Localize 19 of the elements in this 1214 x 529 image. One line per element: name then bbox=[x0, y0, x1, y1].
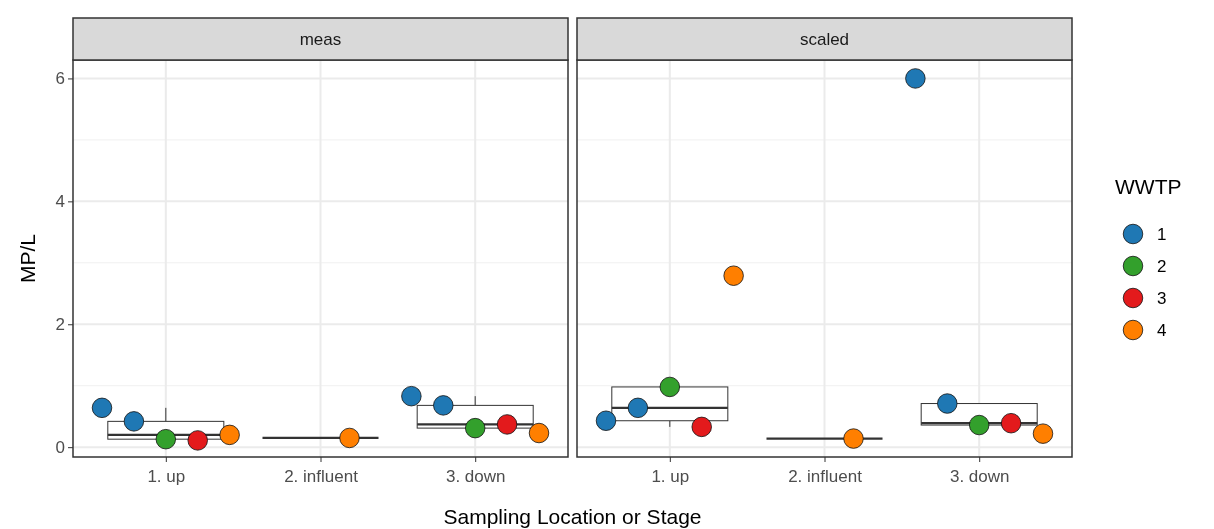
y-tick-label: 0 bbox=[55, 438, 65, 458]
x-tick-label: 3. down bbox=[949, 467, 1010, 486]
chart-title: scaled bbox=[799, 30, 850, 49]
x-tick-label: 3. down bbox=[445, 467, 506, 486]
y-axis-title: MP/L bbox=[16, 233, 39, 284]
legend-label: 2 bbox=[1157, 257, 1167, 276]
y-tick-label: 6 bbox=[55, 69, 65, 89]
legend-label: 4 bbox=[1157, 321, 1167, 340]
legend-title: WWTP bbox=[1115, 175, 1182, 198]
x-tick-label: 2. influent bbox=[788, 467, 863, 486]
x-axis-title: Sampling Location or Stage bbox=[443, 505, 702, 528]
x-tick-label: 1. up bbox=[147, 467, 186, 486]
x-tick-label: 2. influent bbox=[284, 467, 359, 486]
legend-label: 3 bbox=[1157, 289, 1167, 308]
y-tick-label: 4 bbox=[55, 192, 65, 212]
legend-label: 1 bbox=[1157, 225, 1167, 244]
chart-title: meas bbox=[299, 30, 342, 49]
y-tick-label: 2 bbox=[55, 315, 65, 335]
x-tick-label: 1. up bbox=[651, 467, 690, 486]
